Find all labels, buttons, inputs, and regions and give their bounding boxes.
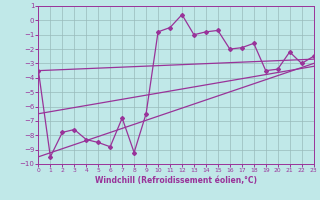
X-axis label: Windchill (Refroidissement éolien,°C): Windchill (Refroidissement éolien,°C)	[95, 176, 257, 185]
